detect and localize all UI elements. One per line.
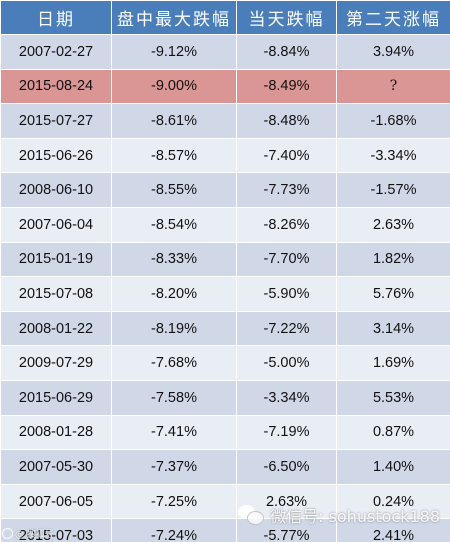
cell-intraday-max-drop: -8.20% bbox=[111, 276, 237, 312]
cell-next-day-gain: 1.40% bbox=[336, 449, 450, 485]
cell-intraday-max-drop: -7.68% bbox=[111, 345, 237, 381]
table-row: 2007-06-05 -7.25% 2.63% 0.24% bbox=[0, 483, 450, 520]
cell-next-day-gain: 0.87% bbox=[336, 414, 450, 451]
cell-intraday-max-drop: -7.58% bbox=[111, 379, 237, 416]
table-body: 2007-02-27 -9.12% -8.84% 3.94% 2015-08-24 -9.… bbox=[0, 34, 450, 542]
cell-intraday-max-drop: -9.00% bbox=[111, 68, 237, 105]
cell-day-drop: -7.73% bbox=[236, 172, 337, 208]
table-row: 2015-06-26 -8.57% -7.40% -3.34% bbox=[0, 137, 450, 174]
header-row: 日期 盘中最大跌幅 当天跌幅 第二天涨幅 bbox=[0, 0, 450, 35]
cell-date: 2015-07-08 bbox=[0, 276, 112, 312]
cell-next-day-gain: -1.57% bbox=[336, 172, 450, 208]
cell-intraday-max-drop: -8.19% bbox=[111, 310, 237, 347]
cell-intraday-max-drop: -8.57% bbox=[111, 137, 237, 174]
table-row: 2015-08-24 -9.00% -8.49%? bbox=[0, 68, 450, 105]
cell-date: 2007-06-05 bbox=[0, 483, 112, 520]
cell-next-day-gain: -1.68% bbox=[336, 103, 450, 139]
cell-intraday-max-drop: -7.24% bbox=[111, 518, 237, 542]
cell-day-drop: -3.34% bbox=[236, 379, 337, 416]
cell-date: 2015-06-26 bbox=[0, 137, 112, 174]
cell-intraday-max-drop: -7.37% bbox=[111, 449, 237, 485]
cell-intraday-max-drop: -7.41% bbox=[111, 414, 237, 451]
cell-next-day-gain: 3.14% bbox=[336, 310, 450, 347]
cell-next-day-gain: 0.24% bbox=[336, 483, 450, 520]
header-day-drop: 当天跌幅 bbox=[236, 0, 337, 35]
cell-day-drop: -8.26% bbox=[236, 206, 337, 243]
sohu-watermark: @ 搜狐号 bbox=[2, 527, 54, 540]
cell-date: 2007-06-04 bbox=[0, 206, 112, 243]
table-row: 2008-01-22 -8.19% -7.22% 3.14% bbox=[0, 310, 450, 347]
cell-day-drop: -5.77% bbox=[236, 518, 337, 542]
table-row: 2008-01-28 -7.41% -7.19% 0.87% bbox=[0, 414, 450, 451]
sohu-watermark-text: @ 搜狐号 bbox=[15, 530, 54, 540]
table-row: 2015-06-29 -7.58% -3.34% 5.53% bbox=[0, 379, 450, 416]
cell-date: 2015-07-27 bbox=[0, 103, 112, 139]
cell-next-day-gain: 2.41% bbox=[336, 518, 450, 542]
table-row: 2008-06-10 -8.55% -7.73% -1.57% bbox=[0, 172, 450, 208]
cell-day-drop: -8.84% bbox=[236, 34, 337, 70]
table-row: 2009-07-29 -7.68% -5.00% 1.69% bbox=[0, 345, 450, 381]
cell-next-day-gain: 1.69% bbox=[336, 345, 450, 381]
table-row: 2007-06-04 -8.54% -8.26% 2.63% bbox=[0, 206, 450, 243]
cell-date: 2015-01-19 bbox=[0, 241, 112, 278]
cell-date: 2015-08-24 bbox=[0, 68, 112, 105]
cell-date: 2008-06-10 bbox=[0, 172, 112, 208]
cell-date: 2008-01-28 bbox=[0, 414, 112, 451]
cell-day-drop: -7.40% bbox=[236, 137, 337, 174]
wechat-watermark-text: 微信号: sohustock188 bbox=[270, 507, 440, 526]
cell-day-drop: -7.22% bbox=[236, 310, 337, 347]
cell-next-day-gain: 5.76% bbox=[336, 276, 450, 312]
cell-intraday-max-drop: -8.61% bbox=[111, 103, 237, 139]
cell-day-drop: -7.19% bbox=[236, 414, 337, 451]
table-row: 2015-01-19 -8.33% -7.70% 1.82% bbox=[0, 241, 450, 278]
cell-date: 2015-06-29 bbox=[0, 379, 112, 416]
cell-day-drop: -8.49% bbox=[236, 68, 337, 105]
cell-date: 2007-05-30 bbox=[0, 449, 112, 485]
cell-next-day-gain: 5.53% bbox=[336, 379, 450, 416]
wechat-watermark: 微信号: sohustock188 bbox=[238, 503, 440, 527]
table-row: 2007-02-27 -9.12% -8.84% 3.94% bbox=[0, 34, 450, 70]
table-row: 2015-07-27 -8.61% -8.48% -1.68% bbox=[0, 103, 450, 139]
cell-date: 2008-01-22 bbox=[0, 310, 112, 347]
cell-intraday-max-drop: -8.54% bbox=[111, 206, 237, 243]
cell-date: 2015-07-03 bbox=[0, 518, 112, 542]
cell-next-day-gain: 2.63% bbox=[336, 206, 450, 243]
cell-day-drop: -5.00% bbox=[236, 345, 337, 381]
cell-intraday-max-drop: -8.55% bbox=[111, 172, 237, 208]
cell-day-drop: -8.48% bbox=[236, 103, 337, 139]
cell-next-day-gain: -3.34% bbox=[336, 137, 450, 174]
header-next-day-gain: 第二天涨幅 bbox=[336, 0, 450, 35]
wechat-icon bbox=[238, 504, 265, 526]
cell-date: 2007-02-27 bbox=[0, 34, 112, 70]
header-intraday-max-drop: 盘中最大跌幅 bbox=[111, 0, 237, 35]
cell-day-drop: -6.50% bbox=[236, 449, 337, 485]
cell-day-drop: -7.70% bbox=[236, 241, 337, 278]
cell-intraday-max-drop: -9.12% bbox=[111, 34, 237, 70]
cell-next-day-gain: 3.94% bbox=[336, 34, 450, 70]
table-row: 2007-05-30 -7.37% -6.50% 1.40% bbox=[0, 449, 450, 485]
sohu-logo-icon bbox=[2, 528, 13, 539]
cell-next-day-gain: ? bbox=[336, 68, 450, 105]
cell-intraday-max-drop: -8.33% bbox=[111, 241, 237, 278]
cell-day-drop: -5.90% bbox=[236, 276, 337, 312]
header-date: 日期 bbox=[0, 0, 112, 35]
table-row: 2015-07-03 -7.24% -5.77% 2.41% bbox=[0, 518, 450, 542]
cell-date: 2009-07-29 bbox=[0, 345, 112, 381]
cell-next-day-gain: 1.82% bbox=[336, 241, 450, 278]
cell-intraday-max-drop: -7.25% bbox=[111, 483, 237, 520]
table-row: 2015-07-08 -8.20% -5.90% 5.76% bbox=[0, 276, 450, 312]
